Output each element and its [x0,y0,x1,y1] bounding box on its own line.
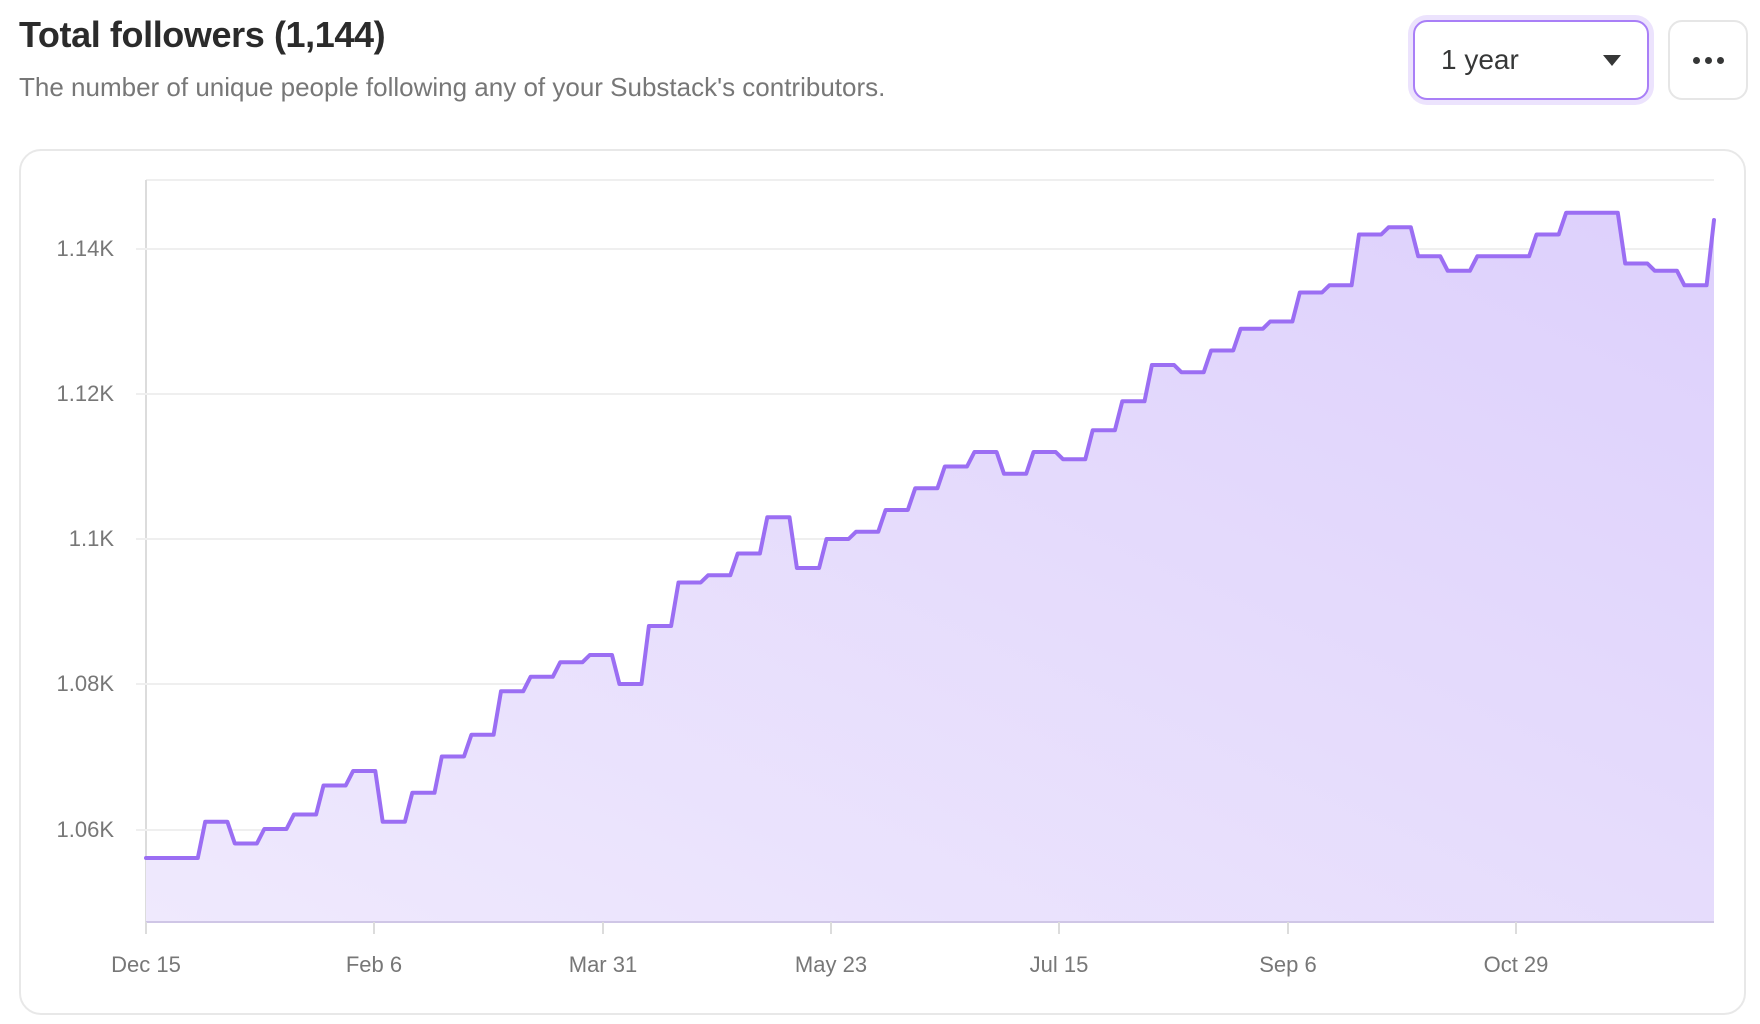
x-axis-label: Jul 15 [1029,952,1089,977]
caret-down-icon [1603,54,1621,66]
x-ticks [145,922,1517,934]
ellipsis-icon [1692,56,1700,64]
x-axis-label: Dec 15 [111,952,181,977]
y-axis-label: 1.06K [56,817,115,842]
ellipsis-icon-dot [1704,56,1712,64]
more-options-button[interactable] [1668,20,1748,100]
x-axis-label: May 23 [794,952,868,977]
time-range-dropdown[interactable]: 1 year [1413,20,1649,100]
page-subtitle: The number of unique people following an… [19,72,886,102]
area-fill [146,212,1714,923]
time-range-value: 1 year [1441,44,1519,75]
page-title: Total followers (1,144) [19,14,386,55]
y-axis-label: 1.12K [56,381,115,406]
x-axis-label: Sep 6 [1259,952,1317,977]
x-axis-label: Oct 29 [1483,952,1549,977]
ellipsis-icon-dot [1716,56,1724,64]
y-axis-label: 1.14K [56,236,115,261]
y-axis-label: 1.08K [56,671,115,696]
x-axis-label: Mar 31 [568,952,638,977]
followers-line [144,210,1716,860]
y-axis-label: 1.1K [68,526,114,551]
x-axis-label: Feb 6 [345,952,403,977]
